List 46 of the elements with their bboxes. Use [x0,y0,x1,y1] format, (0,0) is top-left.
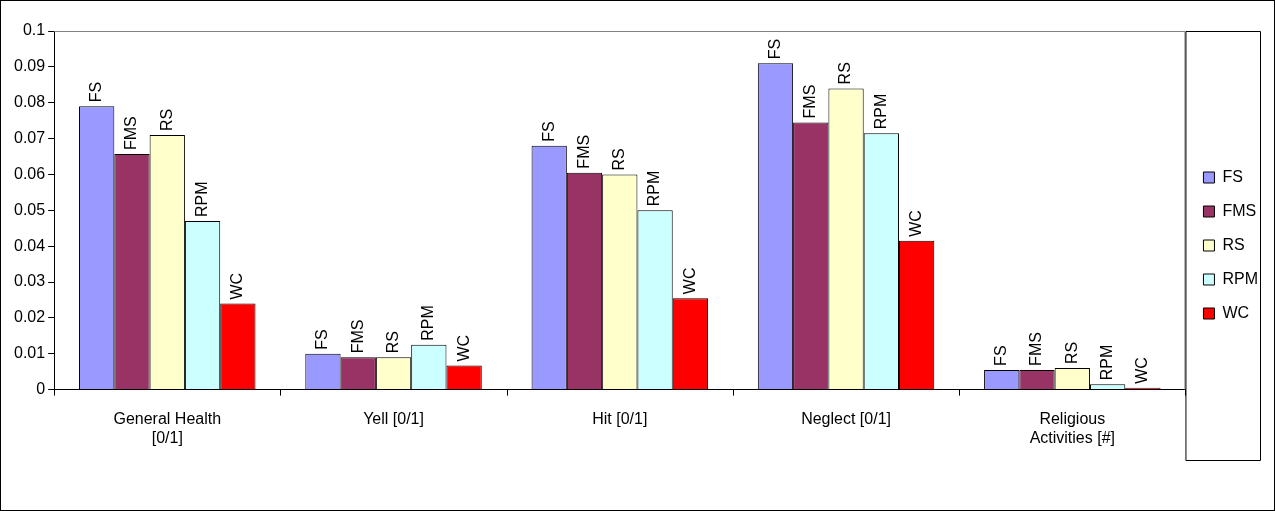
data-label: RPM [419,305,437,341]
y-tick-label: 0.04 [14,236,46,254]
y-tick-label: 0.06 [14,164,46,182]
data-label: FS [539,121,557,142]
legend-label: WC [1222,303,1250,321]
data-label: WC [1133,357,1151,384]
legend-label: FMS [1222,201,1257,219]
data-label: FS [765,38,783,60]
y-tick-label: 0.03 [14,272,46,290]
data-label: FMS [801,84,819,119]
data-label: FS [992,345,1010,366]
y-tick-label: 0.01 [14,344,46,362]
data-label: WC [907,210,925,237]
x-tick-label: General Health [0/1] [113,409,222,446]
x-tick-label: Neglect [0/1] [801,409,891,427]
data-label: RPM [645,170,663,207]
data-label: WC [454,334,472,362]
data-label: FMS [574,134,592,169]
data-label: RS [1062,341,1080,365]
data-label: FS [313,329,331,350]
x-tick-label: Yell [0/1] [363,409,424,427]
x-tick-label: Religious Activities [#] [1029,409,1115,446]
legend-label: RPM [1222,269,1259,287]
legend-label: FS [1222,167,1243,185]
y-tick-label: 0.1 [22,21,46,39]
data-label: WC [228,272,246,300]
data-label: RS [157,108,175,131]
data-label: RPM [192,181,210,218]
y-tick-label: 0.07 [14,128,46,146]
data-label: RPM [1098,344,1116,381]
y-tick-label: 0.05 [14,200,46,218]
legend-label: RS [1222,235,1245,253]
data-label: FMS [1027,332,1045,366]
x-tick-label: Hit [0/1] [592,409,648,427]
y-tick-label: 0.02 [14,308,46,326]
data-label: FMS [348,319,366,354]
data-label: RS [383,331,401,354]
data-label: RS [836,62,854,85]
data-label: RPM [871,93,889,130]
y-tick-label: 0.08 [14,93,46,111]
data-label: FMS [122,116,140,150]
data-label: WC [680,267,698,295]
y-tick-label: 0.09 [14,57,46,75]
data-label: RS [610,148,628,171]
y-tick-label: 0 [36,380,46,398]
data-label: FS [87,81,105,103]
